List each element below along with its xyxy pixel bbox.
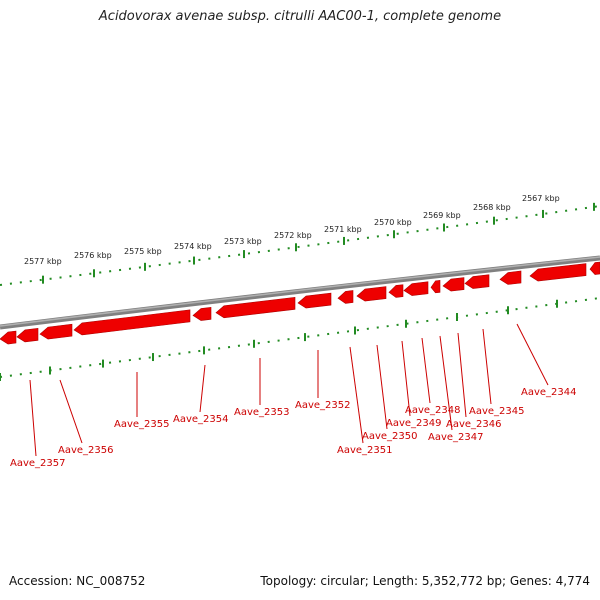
- gene-leader-line: [29, 379, 37, 457]
- scale-label: 2569 kbp: [423, 211, 461, 220]
- gene-label: Aave_2349: [386, 418, 442, 429]
- scale-label: 2572 kbp: [274, 231, 312, 240]
- scale-label: 2571 kbp: [324, 225, 362, 234]
- scale-label: 2567 kbp: [522, 194, 560, 203]
- genome-summary-text: Topology: circular; Length: 5,352,772 bp…: [260, 574, 590, 588]
- gene-leader-line: [482, 328, 492, 405]
- gene-arrow: [192, 307, 212, 321]
- map-title: Acidovorax avenae subsp. citrulli AAC00-…: [98, 9, 502, 24]
- scale-label: 2570 kbp: [374, 218, 412, 227]
- gene-leader-line: [59, 379, 83, 444]
- gene-label: Aave_2351: [337, 445, 393, 456]
- gene-labels: Aave_2357 Aave_2356 Aave_2355 Aave_2354 …: [10, 387, 577, 469]
- gene-leader-line: [439, 335, 453, 431]
- gene-label: Aave_2357: [10, 458, 66, 469]
- gene-arrow: [39, 323, 73, 340]
- gene-leader-line: [199, 364, 206, 413]
- gene-arrows: [0, 261, 600, 345]
- accession-text: Accession: NC_008752: [9, 574, 146, 588]
- upper-major-ticks: [42, 202, 595, 284]
- scale-label: 2577 kbp: [24, 257, 62, 266]
- gene-arrow: [589, 261, 600, 275]
- lower-major-ticks: [0, 299, 558, 381]
- gene-label: Aave_2350: [362, 431, 418, 442]
- gene-label: Aave_2348: [405, 405, 461, 416]
- gene-arrow: [430, 280, 441, 294]
- genome-backbone-highlight: [0, 256, 600, 327]
- gene-label: Aave_2347: [428, 432, 484, 443]
- gene-leader-line: [421, 337, 431, 404]
- gene-arrow: [442, 277, 465, 292]
- lower-scale-track: [0, 297, 600, 378]
- scale-label: 2575 kbp: [124, 247, 162, 256]
- gene-label: Aave_2355: [114, 419, 170, 430]
- gene-arrow: [464, 274, 490, 289]
- gene-label: Aave_2346: [446, 419, 502, 430]
- gene-arrow: [0, 330, 17, 345]
- gene-arrow: [337, 290, 354, 304]
- gene-leader-line: [401, 340, 411, 417]
- genome-backbone: [0, 255, 600, 330]
- gene-label: Aave_2345: [469, 406, 525, 417]
- gene-label: Aave_2353: [234, 407, 290, 418]
- gene-arrow: [215, 297, 296, 319]
- gene-label-lines: [29, 323, 549, 457]
- gene-leader-line: [457, 332, 467, 418]
- gene-leader-line: [349, 346, 364, 444]
- gene-arrow: [297, 292, 332, 309]
- gene-arrow: [356, 286, 387, 302]
- gene-label: Aave_2344: [521, 387, 577, 398]
- upper-scale-track: [0, 205, 600, 286]
- gene-arrow: [499, 270, 522, 285]
- gene-arrow: [73, 309, 191, 336]
- scale-label: 2573 kbp: [224, 237, 262, 246]
- gene-label: Aave_2356: [58, 445, 114, 456]
- gene-arrow: [16, 327, 39, 343]
- gene-arrow: [403, 281, 429, 296]
- gene-label: Aave_2354: [173, 414, 229, 425]
- scale-label: 2576 kbp: [74, 251, 112, 260]
- gene-leader-line: [376, 344, 388, 430]
- gene-arrow: [388, 284, 404, 298]
- scale-labels: 2577 kbp 2576 kbp 2575 kbp 2574 kbp 2573…: [24, 194, 560, 266]
- gene-leader-line: [516, 323, 549, 386]
- gene-label: Aave_2352: [295, 400, 351, 411]
- scale-label: 2568 kbp: [473, 203, 511, 212]
- scale-label: 2574 kbp: [174, 242, 212, 251]
- gene-arrow: [529, 263, 587, 282]
